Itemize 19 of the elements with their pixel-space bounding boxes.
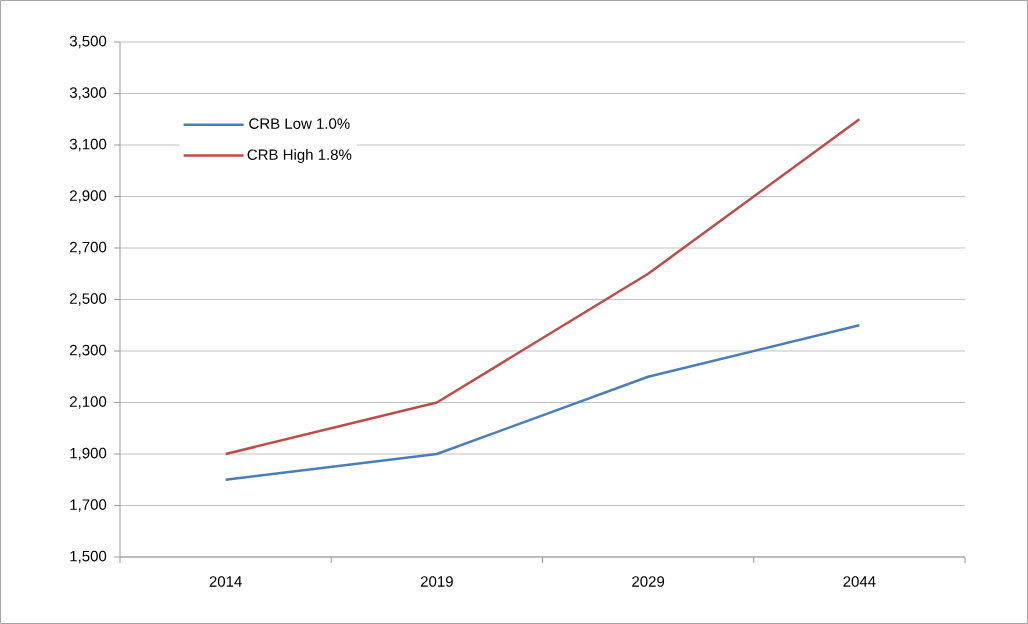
y-tick-label: 3,300 xyxy=(69,87,107,100)
line-series xyxy=(224,324,861,481)
y-tick-label: 2,300 xyxy=(70,344,107,358)
legend-label: CRB Low 1.0% xyxy=(249,118,350,129)
legend-label: CRB High 1.8% xyxy=(247,148,352,163)
x-tick-label: 2044 xyxy=(843,576,876,587)
x-tick-label: 2019 xyxy=(420,576,453,587)
x-tick-label: 2029 xyxy=(632,576,665,587)
y-tick-label: 3,100 xyxy=(69,138,107,152)
line-series xyxy=(224,118,861,456)
y-tick-label: 2,100 xyxy=(70,396,107,409)
x-tick-label: 2014 xyxy=(209,576,242,587)
y-tick-label: 2,500 xyxy=(70,293,107,306)
y-tick-label: 1,900 xyxy=(70,447,107,461)
y-tick-label: 2,900 xyxy=(70,190,107,203)
y-tick-label: 1,500 xyxy=(70,550,107,564)
y-tick-label: 2,700 xyxy=(70,241,107,255)
y-tick-label: 3,500 xyxy=(69,35,107,49)
y-tick-label: 1,700 xyxy=(70,499,107,512)
